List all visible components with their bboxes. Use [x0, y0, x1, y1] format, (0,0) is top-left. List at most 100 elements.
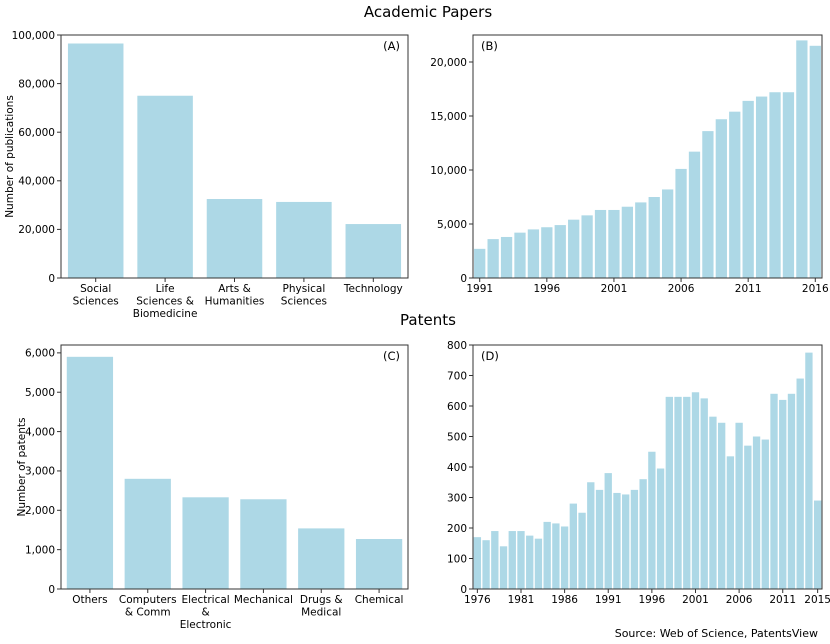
y-tick-label: 5,000: [25, 387, 55, 399]
plot-frame-c: [60, 344, 409, 590]
bar-b-19: [729, 111, 741, 279]
x-tick-label: 1991: [595, 594, 622, 606]
y-tick-label: 0: [48, 584, 55, 596]
bar-d-2: [491, 531, 499, 589]
panel-label: (B): [481, 39, 498, 53]
bar-a-2: [206, 199, 263, 278]
bar-b-8: [581, 215, 593, 278]
x-tick-label: Computers & Comm: [119, 594, 177, 619]
y-tick-label: 700: [447, 370, 467, 382]
bar-d-12: [578, 512, 586, 589]
x-tick-label: 2001: [682, 594, 709, 606]
bar-b-14: [662, 189, 674, 278]
y-tick-label: 300: [447, 492, 467, 504]
bar-d-19: [639, 479, 647, 589]
bar-b-18: [715, 119, 727, 279]
source-note: Source: Web of Science, PatentsView: [615, 627, 818, 640]
bar-c-1: [124, 478, 171, 589]
bar-b-7: [568, 219, 580, 278]
bar-d-5: [517, 531, 525, 589]
bar-d-28: [718, 422, 726, 589]
patents-section-title: Patents: [400, 311, 456, 329]
x-tick-label: 2011: [769, 594, 796, 606]
bar-d-20: [648, 451, 656, 589]
bar-d-4: [508, 531, 516, 589]
x-tick-label: Others: [72, 594, 107, 606]
y-tick-label: 0: [460, 273, 467, 285]
bar-b-23: [782, 92, 795, 279]
bar-d-7: [534, 538, 543, 589]
bar-b-9: [594, 209, 607, 278]
bar-d-13: [587, 482, 595, 589]
bar-d-33: [761, 439, 769, 589]
bar-a-1: [137, 95, 193, 278]
x-tick-label: Arts & Humanities: [205, 283, 265, 308]
bar-d-21: [656, 468, 665, 589]
y-axis-label: Number of publications: [4, 95, 16, 218]
x-tick-label: 2011: [735, 283, 762, 295]
bar-b-11: [621, 206, 634, 278]
bar-b-24: [796, 40, 808, 279]
bar-d-32: [752, 436, 761, 589]
bar-c-5: [355, 539, 403, 589]
x-tick-label: Technology: [343, 283, 403, 295]
bar-b-22: [769, 92, 781, 279]
x-tick-label: Social Sciences: [73, 283, 119, 308]
y-tick-label: 3,000: [25, 466, 55, 478]
y-tick-label: 15,000: [430, 111, 467, 123]
bar-d-3: [499, 546, 508, 589]
x-tick-label: 1976: [464, 594, 491, 606]
papers-section-title: Academic Papers: [364, 3, 492, 21]
bar-d-30: [735, 422, 743, 589]
y-tick-label: 6,000: [25, 348, 55, 360]
y-tick-label: 10,000: [430, 165, 467, 177]
bar-d-10: [560, 526, 569, 589]
bar-b-4: [527, 229, 540, 278]
bar-b-6: [554, 225, 566, 278]
bar-b-21: [755, 96, 768, 278]
x-tick-label: 2001: [601, 283, 628, 295]
bar-d-24: [683, 396, 691, 589]
panel-b-publications-by-year: 0 5,000 10,000 15,000 20,000 (B) 1991 1996 2001 2…: [430, 34, 829, 295]
x-tick-label: Electrical & Electronic: [180, 594, 232, 631]
y-tick-label: 100: [447, 553, 467, 565]
x-tick-label: Drugs & Medical: [300, 594, 343, 619]
y-tick-label: 20,000: [18, 224, 55, 236]
y-tick-label: 200: [447, 523, 467, 535]
bar-c-0: [66, 356, 114, 589]
bar-d-31: [744, 445, 752, 589]
bar-b-13: [648, 197, 660, 278]
panel-d-patents-by-year: 0 100 200 300 400 500 600 700 800 (D) 1976 1981 1986…: [447, 340, 830, 606]
bar-b-17: [702, 131, 714, 278]
bar-b-2: [500, 236, 513, 278]
bar-b-10: [608, 209, 620, 278]
bar-b-20: [742, 100, 754, 278]
y-tick-label: 100,000: [12, 30, 55, 42]
y-tick-label: 0: [460, 584, 467, 596]
y-tick-label: 0: [48, 273, 55, 285]
bar-c-3: [240, 499, 287, 589]
bar-d-9: [552, 523, 560, 589]
panel-label: (D): [481, 349, 499, 363]
x-tick-label: 2006: [726, 594, 753, 606]
bar-b-12: [635, 202, 647, 278]
bar-b-0: [474, 248, 486, 278]
y-tick-label: 40,000: [18, 176, 55, 188]
x-tick-label: 2015: [804, 594, 830, 606]
panel-c-patents-by-category: 0 1,000 2,000 3,000 4,000 5,000 6,000 Number of…: [16, 344, 409, 631]
bar-b-5: [541, 227, 553, 278]
panel-a-publications-by-field: 0 20,000 40,000 60,000 80,000 100,000 Number o…: [4, 30, 409, 320]
bar-d-23: [674, 396, 682, 589]
bar-d-35: [779, 399, 787, 589]
x-tick-label: 1996: [638, 594, 665, 606]
bar-a-4: [345, 224, 402, 278]
bar-d-15: [604, 473, 612, 589]
bar-d-34: [770, 393, 778, 589]
bar-d-16: [613, 492, 621, 589]
y-tick-label: 500: [447, 431, 467, 443]
y-tick-label: 800: [447, 340, 467, 352]
bar-d-36: [787, 393, 796, 589]
bar-d-8: [543, 521, 551, 589]
bar-b-3: [514, 232, 526, 278]
